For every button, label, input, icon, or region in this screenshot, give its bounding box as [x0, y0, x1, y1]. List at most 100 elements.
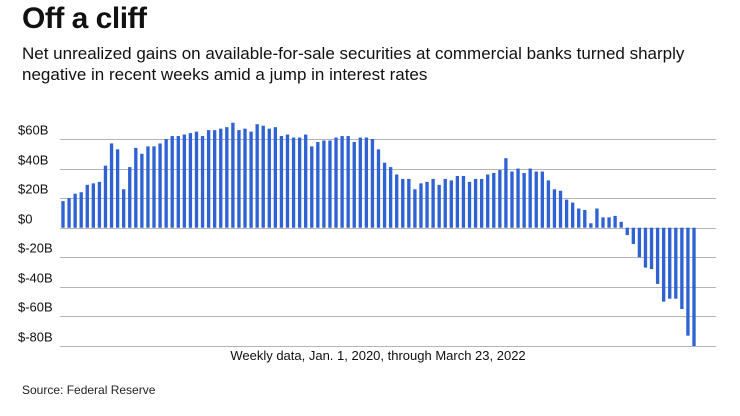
bar: [237, 130, 241, 228]
bar: [364, 137, 369, 228]
bar: [649, 227, 654, 270]
bar: [140, 153, 144, 228]
bar: [194, 131, 199, 228]
bar: [552, 189, 557, 228]
bar: [516, 168, 520, 228]
bar: [213, 130, 217, 228]
bar: [158, 143, 162, 228]
bar: [455, 175, 460, 228]
bar: [285, 134, 290, 228]
bar: [461, 175, 466, 228]
bar: [473, 178, 478, 228]
bar: [206, 130, 211, 228]
bar: [486, 174, 490, 228]
bar: [128, 167, 132, 228]
bar: [686, 227, 690, 336]
bar: [176, 136, 180, 228]
bar: [231, 122, 235, 228]
bar: [522, 173, 526, 228]
bar: [613, 215, 617, 228]
bar: [170, 136, 174, 228]
bar: [674, 227, 678, 299]
y-tick-label: $60B: [18, 123, 48, 138]
bar: [91, 183, 96, 228]
bar: [182, 134, 187, 228]
bar: [643, 227, 648, 268]
bar: [103, 165, 108, 228]
bar: [255, 124, 259, 228]
gridlines: [60, 139, 716, 347]
bar: [413, 189, 417, 228]
bar: [607, 217, 611, 228]
bars: [61, 122, 696, 346]
bar: [601, 217, 605, 228]
bar: [631, 227, 635, 244]
bar: [261, 125, 265, 228]
bar: [249, 131, 253, 228]
bar: [297, 137, 302, 228]
bar: [467, 181, 472, 228]
bar: [291, 137, 296, 228]
bar: [146, 146, 150, 228]
bar: [279, 136, 284, 228]
bar: [200, 136, 205, 228]
bar: [395, 174, 399, 228]
bar: [388, 167, 393, 228]
bar: [583, 209, 587, 228]
bar: [267, 128, 271, 228]
y-tick-label: $-40B: [18, 271, 53, 286]
bar: [304, 134, 308, 228]
bar: [188, 133, 193, 228]
bar: [382, 162, 387, 228]
bar: [134, 147, 138, 228]
bar: [589, 223, 593, 228]
bar: [504, 158, 508, 228]
bar: [358, 137, 362, 228]
bar: [79, 192, 83, 228]
bar: [115, 149, 120, 228]
y-tick-label: $-60B: [18, 300, 53, 315]
source-note: Source: Federal Reserve: [22, 383, 156, 397]
bar: [334, 137, 338, 228]
bar: [346, 136, 350, 228]
bar: [67, 198, 71, 228]
bar: [661, 227, 666, 302]
y-tick-label: $20B: [18, 182, 48, 197]
bar: [370, 139, 375, 228]
bar: [546, 180, 551, 228]
bar: [273, 127, 278, 228]
bar: [558, 190, 563, 228]
bar: [625, 227, 629, 236]
bar: [243, 128, 247, 228]
bar: [122, 189, 126, 228]
bar: [619, 221, 623, 228]
bar: [376, 149, 381, 228]
bar: [419, 183, 423, 228]
bar: [431, 178, 435, 228]
bar: [692, 227, 696, 346]
bar: [498, 170, 502, 228]
bar: [109, 143, 114, 228]
bar: [492, 173, 496, 228]
bar: [219, 128, 223, 228]
bar: [352, 141, 356, 228]
bar: [510, 171, 514, 228]
bar: [97, 181, 102, 228]
bar: [73, 193, 77, 228]
y-tick-label: $-20B: [18, 241, 53, 256]
y-axis-tick-labels: $60B $40B $20B $0 $-20B $-40B $-60B $-80B: [18, 123, 53, 345]
bar: [595, 208, 599, 228]
bar: [680, 227, 684, 310]
bar: [164, 139, 168, 228]
bar: [449, 180, 453, 228]
bar: [437, 184, 441, 228]
bar: [564, 199, 569, 228]
bar: [310, 146, 314, 228]
bar: [637, 227, 642, 258]
bar: [61, 201, 65, 228]
bar: [340, 136, 344, 228]
bar: [401, 178, 405, 228]
bar: [443, 178, 447, 228]
bar: [225, 127, 229, 228]
